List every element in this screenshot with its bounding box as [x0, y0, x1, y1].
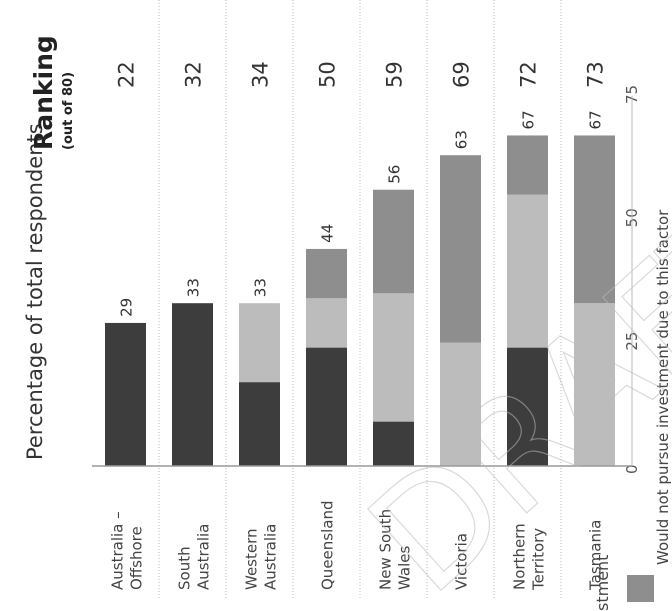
legend-label-would-not-pursue: Would not pursue investment due to this … [654, 209, 672, 565]
category-label: Australia – [109, 511, 127, 590]
total-label: 44 [319, 224, 337, 243]
category-label: Territory [530, 528, 548, 591]
bar-segment [440, 342, 481, 466]
ranking-value: 72 [517, 61, 541, 88]
category-label: Victoria [453, 533, 471, 590]
bar-segment [574, 135, 615, 304]
bar-segment [574, 303, 615, 466]
legend-partial-text: stment [593, 555, 612, 611]
category-label: Western [243, 528, 261, 590]
bar-segment [306, 298, 347, 348]
total-label: 67 [520, 110, 538, 129]
bar-segment [373, 293, 414, 422]
bar-segment [507, 347, 548, 466]
ranking-value: 50 [316, 61, 340, 88]
legend-swatch-dark-grey [627, 575, 654, 602]
ranking-value: 22 [115, 61, 139, 88]
category-label: Wales [396, 546, 414, 590]
total-label: 33 [252, 278, 270, 297]
ranking-value: 73 [584, 61, 608, 88]
bar-segment [440, 155, 481, 343]
category-label: New South [377, 509, 395, 590]
category-label: Offshore [128, 526, 146, 590]
category-label: Northern [511, 523, 529, 590]
bar-segment [373, 189, 414, 294]
ranking-value: 34 [249, 61, 273, 88]
bar-segment [306, 248, 347, 299]
total-label: 29 [118, 298, 136, 317]
bar-segment [507, 135, 548, 195]
bar-segment [172, 303, 213, 466]
total-label: 67 [587, 110, 605, 129]
category-label: Tasmania [587, 520, 605, 591]
bar-segment [306, 347, 347, 466]
total-label: 56 [386, 165, 404, 184]
chart-title: Percentage of total respondents [23, 123, 47, 460]
total-label: 63 [453, 130, 471, 149]
total-label: 33 [185, 278, 203, 297]
bar-segment [239, 382, 280, 466]
axis-tick-label: 0 [623, 464, 641, 474]
category-label: South [176, 546, 194, 590]
bar-segment [239, 303, 280, 383]
ranking-subheader: (out of 80) [61, 72, 76, 150]
bar-segment [507, 194, 548, 348]
category-label: Australia [262, 524, 280, 590]
category-label: Queensland [319, 501, 337, 590]
category-label: Australia [195, 524, 213, 590]
bar-segment [373, 421, 414, 466]
bars-group [105, 135, 615, 466]
ranking-value: 69 [450, 61, 474, 88]
column-separators [158, 0, 562, 598]
ranking-value: 32 [182, 61, 206, 88]
bar-segment [105, 322, 146, 466]
ranking-header: Ranking [29, 35, 58, 150]
ranking-value: 59 [383, 61, 407, 88]
axis-tick-label: 75 [623, 85, 641, 104]
